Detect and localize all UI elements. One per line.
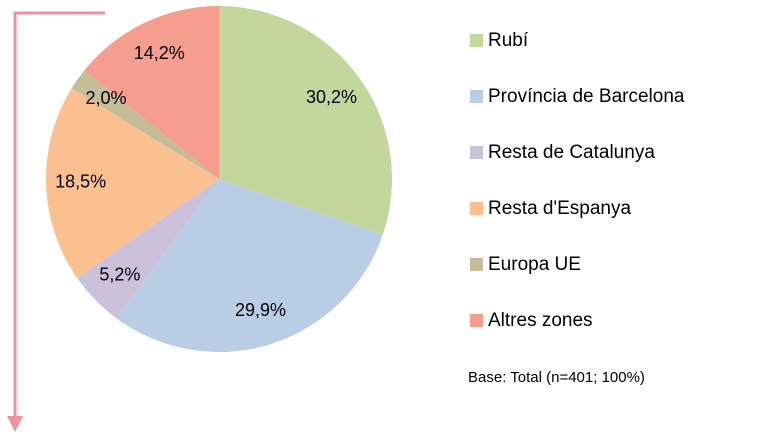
pie-slice (77, 179, 219, 319)
legend-swatch (470, 202, 483, 215)
legend-swatch (470, 146, 483, 159)
pie-slice (46, 88, 219, 279)
pie-slice (219, 6, 392, 235)
data-label: 14,2% (134, 43, 185, 63)
arrow-decoration (7, 11, 105, 432)
legend-swatch (470, 34, 483, 47)
data-label: 30,2% (306, 87, 357, 107)
legend-label: Província de Barcelona (488, 86, 685, 107)
data-label: 5,2% (99, 264, 140, 284)
legend-swatch (470, 258, 483, 271)
legend-swatch (470, 314, 483, 327)
legend-label: Altres zones (488, 310, 593, 331)
pie-slice (84, 6, 219, 179)
data-label: 2,0% (86, 88, 127, 108)
pie-slice (116, 179, 383, 352)
legend-swatch (470, 90, 483, 103)
pie-slice (71, 70, 219, 179)
legend-label: Europa UE (488, 254, 581, 275)
legend-label: Rubí (488, 30, 529, 51)
note: Base: Total (n=401; 100%) (468, 369, 645, 386)
legend-label: Resta d'Espanya (488, 198, 631, 219)
data-label: 29,9% (235, 300, 286, 320)
data-label: 18,5% (55, 172, 106, 192)
legend-label: Resta de Catalunya (488, 142, 655, 163)
